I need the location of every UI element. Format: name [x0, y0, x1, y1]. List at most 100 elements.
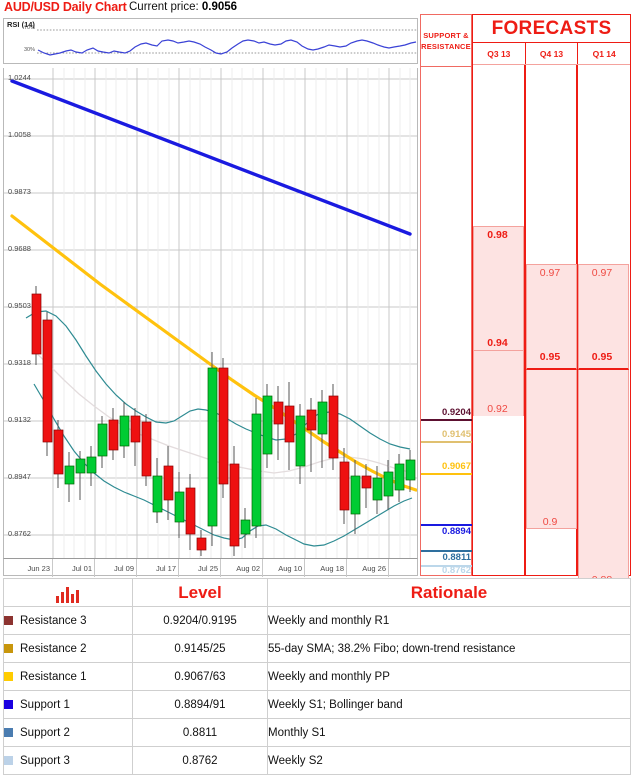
table-row: Resistance 2 0.9145/25 55-day SMA; 38.2%… [3, 634, 631, 663]
forecasts-body: 0.98 0.94 0.92 0.97 0.95 0.9 0.97 0.95 0… [473, 65, 630, 634]
table-row: Support 3 0.8762 Weekly S2 [3, 746, 631, 775]
forecasts-panel: FORECASTS Q3 13 Q4 13 Q1 14 0.98 0.94 0.… [472, 14, 631, 634]
color-swatch [4, 727, 13, 737]
forecast-high-q3-13: 0.98 [487, 229, 508, 241]
sr-value-5: 0.8762 [441, 565, 471, 576]
levels-table-header-row: Level Rationale [3, 578, 631, 607]
support-resistance-header-label: SUPPORT & RESISTANCE [421, 30, 471, 51]
color-swatch [4, 671, 13, 681]
level-name-cell: Support 3 [3, 746, 133, 775]
x-axis-tick: Aug 02 [236, 564, 260, 573]
level-rationale: Weekly and monthly PP [267, 662, 631, 691]
level-rationale: 55-day SMA; 38.2% Fibo; down-trend resis… [267, 634, 631, 663]
level-name: Support 2 [20, 726, 70, 739]
page-header: AUD/USD Daily Chart Current price: 0.905… [0, 0, 420, 16]
y-axis-tick: 0.8762 [8, 529, 31, 538]
forecast-box-q1-14 [577, 264, 629, 370]
level-value: 0.8811 [132, 718, 268, 747]
forecast-low-q3-13: 0.92 [487, 403, 508, 415]
y-axis-tick: 0.9873 [8, 187, 31, 196]
forecast-column-q1-14: Q1 14 [577, 43, 630, 64]
y-axis-tick: 0.9132 [8, 415, 31, 424]
table-row: Support 1 0.8894/91 Weekly S1; Bollinger… [3, 690, 631, 719]
sr-line-5 [421, 565, 473, 567]
level-value: 0.9067/63 [132, 662, 268, 691]
color-swatch [4, 699, 13, 709]
x-axis-tick: Aug 18 [320, 564, 344, 573]
forecast-mid-q1-14: 0.95 [591, 351, 613, 363]
rsi-upper-band-label: 70% [24, 25, 36, 31]
y-axis-tick: 1.0244 [8, 73, 31, 82]
color-swatch [4, 755, 13, 765]
level-name: Support 1 [20, 698, 70, 711]
current-price-value: 0.9056 [201, 1, 238, 13]
y-axis-tick: 1.0058 [8, 130, 31, 139]
forecast-high-q4-13: 0.97 [539, 267, 561, 279]
sr-line-1 [421, 441, 473, 443]
level-name-cell: Support 2 [3, 718, 133, 747]
forecast-box-q4-13-lower [525, 370, 577, 529]
y-axis-tick: 0.9318 [8, 358, 31, 367]
current-price: Current price: 0.9056 [129, 1, 237, 13]
support-resistance-header: SUPPORT & RESISTANCE [421, 15, 471, 67]
level-name: Support 3 [20, 754, 70, 767]
current-price-label: Current price: [129, 1, 199, 13]
sr-line-3 [421, 524, 473, 526]
forecast-column-q3-13: Q3 13 [487, 48, 511, 59]
table-row: Resistance 3 0.9204/0.9195 Weekly and mo… [3, 606, 631, 635]
table-row: Support 2 0.8811 Monthly S1 [3, 718, 631, 747]
level-value: 0.9145/25 [132, 634, 268, 663]
forecasts-title: FORECASTS [473, 15, 630, 43]
levels-table-header-level: Level [132, 578, 268, 607]
forecast-low-q4-13: 0.9 [542, 516, 558, 528]
sr-value-1: 0.9145 [441, 429, 471, 440]
levels-table-icon-cell [3, 578, 133, 607]
level-name: Resistance 3 [20, 614, 87, 627]
rsi-panel: RSI (14) 70% 30% [3, 18, 418, 64]
table-row: Resistance 1 0.9067/63 Weekly and monthl… [3, 662, 631, 691]
x-axis-tick: Jul 17 [155, 564, 176, 573]
rsi-lower-band-label: 30% [24, 47, 36, 53]
sr-line-2 [421, 473, 473, 475]
y-axis-tick: 0.9503 [8, 301, 31, 310]
sr-line-0 [421, 419, 473, 421]
rsi-label: RSI (14) [7, 20, 35, 29]
bar-chart-icon [55, 583, 81, 603]
level-value: 0.8762 [132, 746, 268, 775]
level-name-cell: Resistance 2 [3, 634, 133, 663]
price-chart: 1.0244 1.0058 0.9873 0.9688 0.9503 0.931… [3, 68, 418, 558]
level-rationale: Weekly and monthly R1 [267, 606, 631, 635]
x-axis-tick: Jun 23 [27, 564, 50, 573]
sr-value-4: 0.8811 [442, 552, 471, 563]
forecast-box-q4-13 [525, 264, 577, 370]
level-name-cell: Resistance 1 [3, 662, 133, 691]
page-title: AUD/USD Daily Chart [4, 0, 127, 14]
x-axis-tick: Jul 25 [197, 564, 218, 573]
y-axis-tick: 0.9688 [8, 244, 31, 253]
y-axis-tick: 0.8947 [8, 472, 31, 481]
forecast-high-q1-14: 0.97 [591, 267, 613, 279]
level-rationale: Weekly S1; Bollinger band [267, 690, 631, 719]
forecast-mid-q4-13: 0.95 [539, 351, 561, 363]
levels-table: Level Rationale Resistance 3 0.9204/0.91… [3, 578, 631, 775]
level-name-cell: Resistance 3 [3, 606, 133, 635]
level-rationale: Monthly S1 [267, 718, 631, 747]
x-axis-tick: Aug 26 [362, 564, 386, 573]
level-value: 0.8894/91 [132, 690, 268, 719]
forecast-mid-q3-13: 0.94 [487, 337, 508, 349]
level-value: 0.9204/0.9195 [132, 606, 268, 635]
sr-line-4 [421, 550, 473, 552]
rsi-plot [37, 29, 417, 56]
sr-value-2: 0.9067 [441, 461, 471, 472]
price-chart-plot [4, 68, 417, 558]
x-axis: Jun 23 Jul 01 Jul 09 Jul 17 Jul 25 Aug 0… [3, 558, 418, 577]
x-axis-tick: Jul 01 [71, 564, 92, 573]
forecast-column-q4-13: Q4 13 [524, 43, 578, 64]
level-name-cell: Support 1 [3, 690, 133, 719]
level-name: Resistance 1 [20, 670, 87, 683]
forecasts-column-headers: Q3 13 Q4 13 Q1 14 [473, 43, 630, 65]
level-rationale: Weekly S2 [267, 746, 631, 775]
forecast-box-q3-13-lower [473, 350, 524, 416]
x-axis-tick: Aug 10 [278, 564, 302, 573]
